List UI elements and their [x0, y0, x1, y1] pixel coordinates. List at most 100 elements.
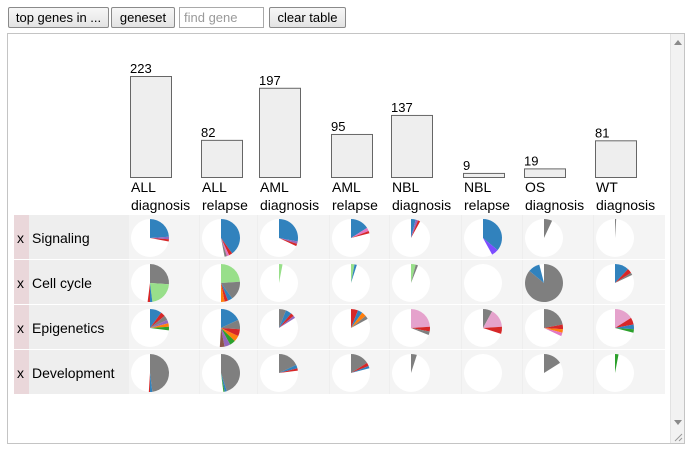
pie-slice[interactable] — [411, 354, 417, 373]
delete-cell[interactable] — [14, 215, 29, 259]
pie-slice[interactable] — [544, 354, 561, 373]
pie-slice[interactable] — [411, 326, 430, 332]
bar[interactable] — [130, 76, 172, 178]
pie-slice[interactable] — [150, 312, 165, 328]
pie-slice[interactable] — [279, 238, 298, 247]
pie-slice[interactable] — [279, 264, 283, 283]
pie-slice[interactable] — [411, 328, 430, 335]
pie-slice[interactable] — [615, 354, 619, 373]
pie-slice[interactable] — [150, 264, 169, 285]
pie-slice[interactable] — [279, 364, 298, 373]
bar[interactable] — [463, 172, 505, 178]
clear-table-button[interactable]: clear table — [269, 7, 346, 28]
bar[interactable] — [201, 139, 243, 178]
pie-slice[interactable] — [544, 324, 563, 330]
pie-slice[interactable] — [279, 313, 294, 328]
pie-slice[interactable] — [544, 219, 553, 238]
pie-slice[interactable] — [221, 238, 227, 257]
pie-slice[interactable] — [221, 238, 233, 256]
pie-slice[interactable] — [221, 281, 240, 299]
delete-cell[interactable] — [14, 305, 29, 349]
pie-slice[interactable] — [219, 328, 225, 347]
pie-slice[interactable] — [279, 219, 298, 242]
pie-slice[interactable] — [351, 264, 355, 283]
pie-slice[interactable] — [351, 264, 357, 283]
pie-slice[interactable] — [279, 309, 286, 328]
pie-slice[interactable] — [150, 354, 170, 392]
pie-slice[interactable] — [411, 219, 418, 238]
pie-slice[interactable] — [150, 283, 153, 302]
pie-slice[interactable] — [351, 312, 366, 328]
pie-slice[interactable] — [483, 309, 493, 328]
pie-slice[interactable] — [221, 328, 239, 342]
pie-slice[interactable] — [221, 328, 240, 337]
pie-slice[interactable] — [150, 323, 169, 328]
pie-slice[interactable] — [615, 272, 633, 283]
bar[interactable] — [391, 114, 433, 179]
bar[interactable] — [524, 168, 566, 179]
pie-slice[interactable] — [615, 269, 632, 283]
geneset-button[interactable]: geneset — [111, 7, 175, 28]
pie-slice[interactable] — [221, 283, 228, 302]
pie-slice[interactable] — [351, 310, 363, 328]
pie-slice[interactable] — [221, 283, 225, 302]
vertical-scrollbar[interactable] — [670, 34, 684, 443]
pie-slice[interactable] — [279, 353, 297, 373]
delete-cell[interactable] — [14, 350, 29, 394]
pie-slice[interactable] — [483, 219, 502, 251]
pie-slice[interactable] — [351, 219, 368, 238]
delete-cell[interactable] — [14, 260, 29, 304]
resize-handle-icon[interactable] — [673, 432, 683, 442]
pie-slice[interactable] — [221, 283, 233, 301]
pie-slice[interactable] — [544, 309, 563, 328]
pie-slice[interactable] — [221, 328, 235, 345]
pie-slice[interactable] — [221, 328, 231, 347]
bar[interactable] — [259, 87, 301, 178]
pie-slice[interactable] — [615, 309, 632, 328]
pie-slice[interactable] — [544, 328, 563, 337]
pie-slice[interactable] — [279, 315, 296, 328]
pie-slice[interactable] — [351, 362, 369, 373]
pie-slice[interactable] — [221, 238, 230, 257]
pie-slice[interactable] — [150, 236, 170, 240]
pie-slice[interactable] — [150, 238, 169, 242]
pie-slice[interactable] — [150, 309, 162, 328]
pie-slice[interactable] — [279, 310, 292, 328]
pie-slice[interactable] — [483, 311, 502, 328]
pie-slice[interactable] — [279, 238, 298, 244]
pie-slice[interactable] — [411, 264, 416, 283]
pie-slice[interactable] — [615, 219, 617, 238]
pie-slice[interactable] — [483, 238, 498, 255]
pie-slice[interactable] — [221, 373, 225, 392]
pie-slice[interactable] — [411, 309, 430, 328]
pie-slice[interactable] — [544, 328, 563, 333]
pie-slice[interactable] — [483, 326, 502, 334]
pie-slice[interactable] — [351, 309, 358, 328]
pie-slice[interactable] — [411, 219, 416, 238]
pie-slice[interactable] — [351, 354, 368, 373]
pie-slice[interactable] — [615, 317, 634, 328]
top-genes-button[interactable]: top genes in ... — [8, 7, 109, 28]
pie-slice[interactable] — [351, 227, 369, 238]
bar[interactable] — [331, 133, 373, 178]
find-gene-input[interactable] — [179, 7, 264, 28]
pie-slice[interactable] — [221, 309, 239, 328]
pie-slice[interactable] — [221, 219, 241, 254]
bar[interactable] — [595, 140, 637, 179]
scroll-up-arrow-icon[interactable] — [674, 40, 682, 45]
results-panel[interactable]: 223 ALL diagnosis 82 ALL relapse 197 AML diagnos… — [7, 33, 685, 444]
pie-slice[interactable] — [150, 319, 169, 328]
pie-slice[interactable] — [615, 328, 634, 333]
pie-slice[interactable] — [351, 315, 368, 328]
pie-slice[interactable] — [221, 264, 240, 283]
pie-slice[interactable] — [150, 326, 169, 331]
pie-slice[interactable] — [279, 368, 298, 373]
pie-slice[interactable] — [411, 264, 418, 283]
pie-slice[interactable] — [221, 354, 240, 392]
pie-slice[interactable] — [147, 283, 150, 302]
pie-slice[interactable] — [221, 373, 227, 392]
pie-slice[interactable] — [615, 264, 629, 283]
pie-slice[interactable] — [148, 373, 150, 392]
pie-slice[interactable] — [529, 264, 544, 283]
pie-slice[interactable] — [150, 373, 153, 392]
